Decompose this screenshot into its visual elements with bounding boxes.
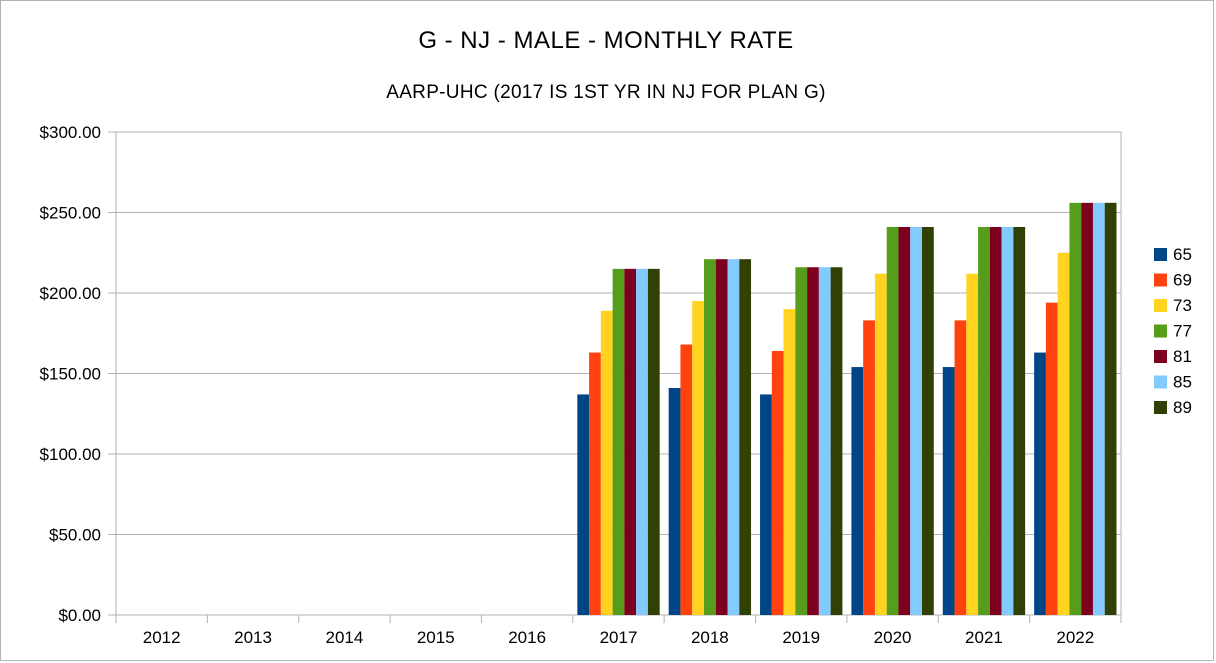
- bar: [1001, 226, 1014, 616]
- x-tick-label: 2020: [874, 628, 912, 647]
- bar: [1013, 226, 1026, 616]
- legend-swatch: [1154, 375, 1167, 389]
- legend-label: 77: [1173, 322, 1192, 341]
- bar: [647, 268, 660, 615]
- legend-label: 89: [1173, 398, 1192, 417]
- legend-swatch: [1154, 324, 1167, 338]
- x-tick-label: 2016: [508, 628, 546, 647]
- bar: [1034, 352, 1046, 615]
- bar: [954, 320, 967, 615]
- bar: [760, 394, 772, 615]
- x-tick-label: 2022: [1056, 628, 1094, 647]
- bar: [807, 267, 819, 615]
- bar: [783, 309, 796, 615]
- bar: [863, 320, 875, 615]
- bar: [1069, 202, 1082, 615]
- bar: [612, 268, 625, 615]
- x-tick-label: 2012: [143, 628, 181, 647]
- legend-swatch: [1154, 248, 1167, 261]
- y-tick-label: $0.00: [58, 606, 101, 625]
- chart-title: G - NJ - MALE - MONTHLY RATE: [418, 27, 793, 54]
- bar: [978, 226, 990, 616]
- y-tick-label: $150.00: [40, 365, 101, 384]
- bar: [851, 367, 864, 615]
- y-tick-label: $50.00: [49, 526, 101, 545]
- bar: [922, 226, 934, 616]
- bar: [818, 267, 831, 615]
- bar: [715, 259, 728, 615]
- bar: [589, 352, 601, 615]
- x-tick-label: 2021: [965, 628, 1003, 647]
- legend-swatch: [1154, 401, 1167, 414]
- x-tick-label: 2015: [417, 628, 455, 647]
- legend-label: 81: [1173, 347, 1192, 366]
- bar: [886, 226, 899, 616]
- axes: $0.00 $50.00 $100.00 $150.00 $200.00 $250.00 $…: [40, 123, 1122, 647]
- bar: [624, 268, 637, 615]
- y-tick-label: $200.00: [40, 284, 101, 303]
- bar: [795, 267, 808, 615]
- y-tick-label: $100.00: [40, 445, 101, 464]
- legend-label: 69: [1173, 271, 1192, 290]
- bar: [1092, 202, 1105, 615]
- bar: [771, 350, 784, 615]
- bar: [1057, 252, 1070, 615]
- x-tick-label: 2017: [600, 628, 638, 647]
- bar: [910, 226, 923, 616]
- bar: [600, 310, 613, 615]
- bar: [668, 387, 681, 615]
- bar: [727, 259, 740, 615]
- y-tick-label: $300.00: [40, 123, 101, 142]
- bar: [636, 268, 648, 615]
- bar: [942, 367, 955, 615]
- bar: [874, 273, 887, 615]
- bar: [1081, 202, 1093, 615]
- legend-label: 65: [1173, 245, 1192, 264]
- bar: [898, 226, 911, 616]
- legend-swatch: [1154, 350, 1167, 363]
- x-tick-label: 2018: [691, 628, 729, 647]
- y-tick-label: $250.00: [40, 204, 101, 223]
- bar: [739, 259, 752, 615]
- bars: [577, 202, 1117, 616]
- bar: [577, 394, 590, 615]
- legend-swatch: [1154, 273, 1167, 287]
- legend-swatch: [1154, 299, 1167, 312]
- bar: [680, 344, 693, 615]
- bar: [1104, 202, 1117, 615]
- x-tick-label: 2013: [234, 628, 272, 647]
- bar: [989, 226, 1002, 616]
- legend: 65 69 73 77 81 85 89: [1154, 245, 1192, 417]
- bar: [1045, 302, 1058, 615]
- chart-subtitle: AARP-UHC (2017 IS 1ST YR IN NJ FOR PLAN …: [386, 82, 826, 103]
- bar: [692, 301, 704, 615]
- x-tick-label: 2019: [782, 628, 820, 647]
- bar: [830, 267, 843, 615]
- legend-label: 73: [1173, 296, 1192, 315]
- bar: [966, 273, 979, 615]
- bar: [703, 259, 716, 615]
- x-tick-label: 2014: [325, 628, 363, 647]
- legend-label: 85: [1173, 373, 1192, 392]
